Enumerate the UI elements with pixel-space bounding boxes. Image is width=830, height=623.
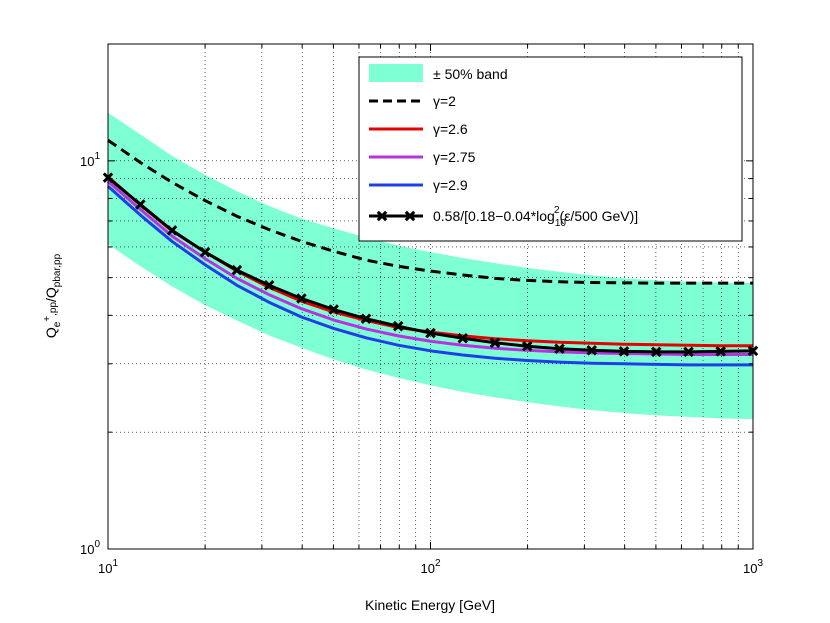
legend-box	[358, 56, 743, 242]
series-marker	[263, 280, 275, 291]
series-markers-4	[102, 172, 759, 358]
series-marker	[489, 337, 501, 348]
series-marker	[328, 304, 339, 315]
series-marker	[715, 346, 727, 357]
legend-label-band: ± 50% band	[433, 66, 508, 82]
series-marker	[166, 225, 178, 236]
y-tick-label: 100	[80, 539, 100, 557]
series-marker	[618, 346, 630, 357]
series-marker	[425, 327, 436, 339]
series-line-0	[107, 139, 753, 285]
series-marker	[650, 346, 662, 358]
legend-label-gamma-2: γ=2	[433, 93, 456, 109]
series-line-3	[107, 185, 753, 367]
series-marker	[457, 333, 469, 344]
x-tick-label: 101	[98, 558, 118, 576]
x-tick-label: 102	[420, 558, 440, 576]
series-marker	[360, 313, 372, 324]
series-line-2	[107, 180, 753, 357]
y-axis-label: Qe+,pp/Qpbar,pp	[42, 253, 63, 338]
series-marker	[199, 246, 211, 258]
series-marker	[521, 340, 533, 352]
legend-swatch-formula-markers	[376, 210, 416, 222]
series-marker	[296, 293, 307, 304]
legend-label-gamma-2-75: γ=2.75	[433, 149, 476, 165]
legend-marker	[404, 210, 416, 222]
legend: ± 50% band γ=2 γ=2.6 γ=2.75 γ=2.9 0.58/[…	[358, 56, 743, 242]
legend-label-formula: 0.58/[0.18−0.04*log102(ε/500 GeV)]	[433, 205, 638, 229]
legend-marker	[376, 210, 388, 222]
legend-label-gamma-2-9: γ=2.9	[433, 177, 468, 193]
x-tick-label: 103	[743, 558, 763, 576]
ticks	[108, 44, 753, 549]
y-tick-label: 101	[80, 151, 100, 169]
series-marker	[231, 264, 243, 276]
x-axis-label: Kinetic Energy [GeV]	[365, 597, 495, 613]
series-marker	[135, 199, 146, 210]
series-marker	[392, 320, 404, 332]
series-marker	[683, 346, 694, 358]
series-marker	[586, 345, 597, 356]
legend-label-gamma-2-6: γ=2.6	[433, 121, 468, 137]
series-marker	[554, 343, 565, 355]
legend-swatch-band	[369, 64, 423, 82]
